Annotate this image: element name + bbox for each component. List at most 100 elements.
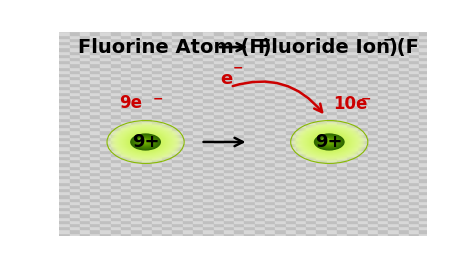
Bar <box>173 95 182 99</box>
Bar <box>121 204 131 207</box>
Bar <box>162 76 173 79</box>
Bar <box>265 102 275 105</box>
Bar <box>182 229 193 233</box>
Bar <box>378 92 388 95</box>
Bar <box>224 143 234 146</box>
Bar <box>275 86 285 89</box>
Bar <box>234 191 245 194</box>
Bar <box>368 95 378 99</box>
Ellipse shape <box>113 124 178 160</box>
Bar <box>131 95 142 99</box>
Bar <box>327 38 337 41</box>
Bar <box>368 191 378 194</box>
Bar <box>429 130 440 134</box>
Bar <box>317 217 327 220</box>
Bar <box>131 162 142 166</box>
Bar <box>378 201 388 204</box>
Bar <box>193 47 203 51</box>
Bar <box>173 86 182 89</box>
Bar <box>337 86 347 89</box>
Bar <box>327 162 337 166</box>
Bar <box>110 194 121 197</box>
Bar <box>59 44 70 47</box>
Bar <box>213 175 224 178</box>
Bar <box>245 32 255 35</box>
Bar <box>224 169 234 172</box>
Bar <box>317 89 327 92</box>
Bar <box>162 143 173 146</box>
Bar <box>203 166 213 169</box>
Bar <box>357 175 368 178</box>
Bar <box>285 47 296 51</box>
Bar <box>90 156 100 159</box>
Bar <box>152 82 162 86</box>
Bar <box>357 79 368 82</box>
Bar <box>110 130 121 134</box>
Bar <box>409 32 419 35</box>
Bar <box>296 118 306 121</box>
Bar <box>357 86 368 89</box>
Bar <box>162 207 173 210</box>
Bar <box>173 108 182 111</box>
Bar <box>162 54 173 57</box>
Bar <box>399 201 409 204</box>
Bar <box>213 76 224 79</box>
Bar <box>317 79 327 82</box>
Bar <box>265 63 275 67</box>
Bar <box>357 105 368 108</box>
Bar <box>275 60 285 63</box>
Bar <box>90 54 100 57</box>
Bar <box>429 73 440 76</box>
Bar <box>347 207 357 210</box>
Bar <box>110 229 121 233</box>
Bar <box>131 130 142 134</box>
Bar <box>409 162 419 166</box>
Bar <box>419 63 429 67</box>
Bar <box>100 156 111 159</box>
Bar <box>306 32 317 35</box>
Bar <box>121 146 131 150</box>
Bar <box>419 105 429 108</box>
Bar <box>327 63 337 67</box>
Bar <box>368 172 378 175</box>
Bar <box>245 150 255 153</box>
Bar <box>203 229 213 233</box>
Bar <box>327 210 337 214</box>
Bar <box>59 159 70 162</box>
Bar <box>131 124 142 127</box>
Bar <box>317 159 327 162</box>
Bar <box>90 153 100 156</box>
Bar <box>59 73 70 76</box>
Bar <box>347 143 357 146</box>
Bar <box>275 51 285 54</box>
Bar <box>317 146 327 150</box>
Bar <box>70 54 80 57</box>
Bar <box>368 51 378 54</box>
Bar <box>399 63 409 67</box>
Bar <box>347 63 357 67</box>
Bar <box>100 70 111 73</box>
Ellipse shape <box>108 121 183 163</box>
Bar <box>296 188 306 191</box>
Bar <box>70 233 80 236</box>
Bar <box>234 146 245 150</box>
Bar <box>357 233 368 236</box>
Bar <box>203 137 213 140</box>
Bar <box>121 185 131 188</box>
Bar <box>296 102 306 105</box>
Bar <box>368 226 378 229</box>
Bar <box>347 166 357 169</box>
Bar <box>378 99 388 102</box>
Bar <box>110 204 121 207</box>
Bar <box>121 111 131 114</box>
Bar <box>110 166 121 169</box>
Bar <box>152 111 162 114</box>
Bar <box>110 38 121 41</box>
Bar <box>162 169 173 172</box>
Bar <box>121 118 131 121</box>
Bar <box>306 229 317 233</box>
Bar <box>255 169 265 172</box>
Bar <box>245 223 255 226</box>
Bar <box>327 76 337 79</box>
Bar <box>100 175 111 178</box>
